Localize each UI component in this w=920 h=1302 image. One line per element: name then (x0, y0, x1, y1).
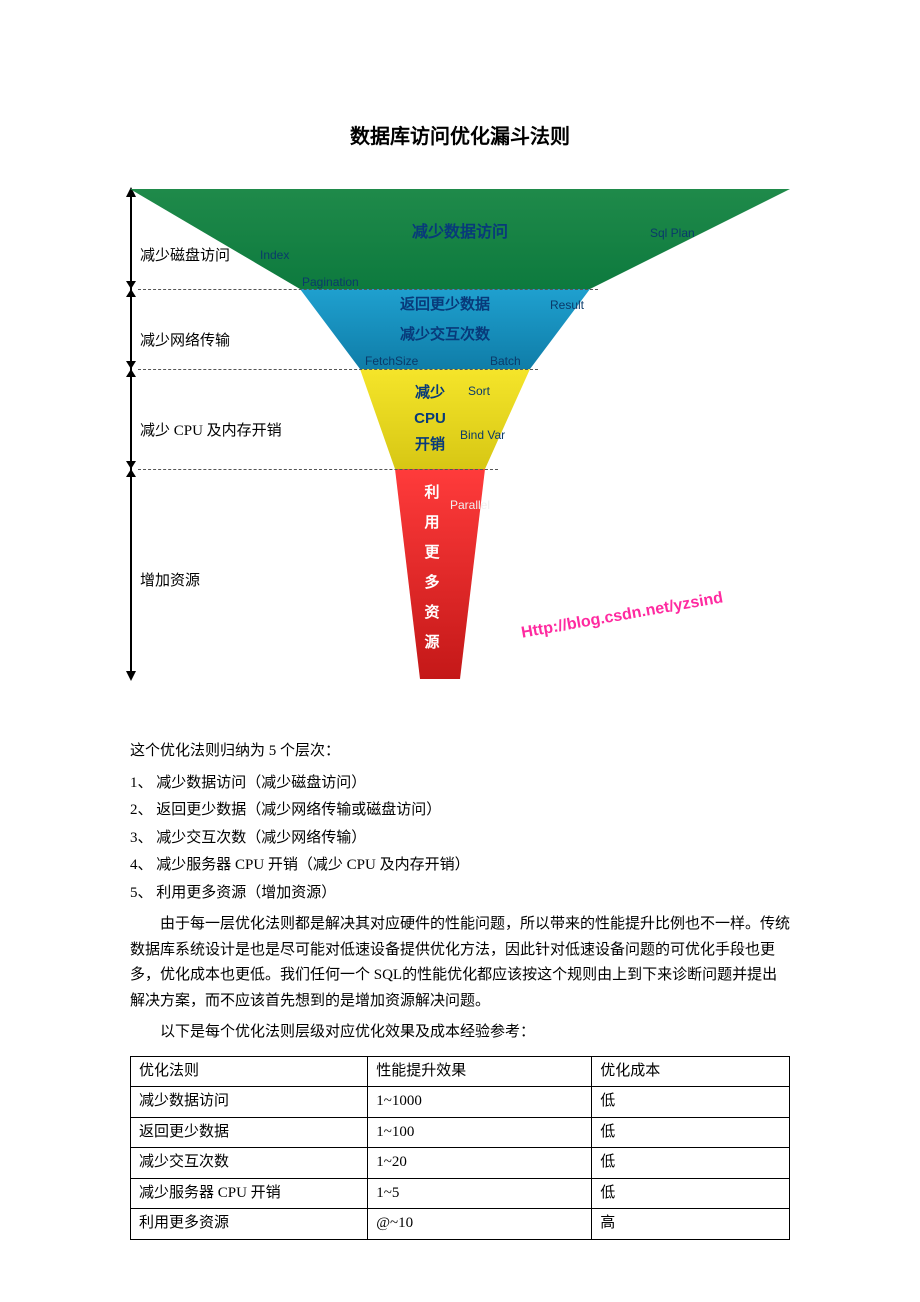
svg-text:CPU: CPU (414, 410, 446, 427)
svg-text:更: 更 (424, 544, 440, 561)
table-row: 减少服务器 CPU 开销1~5低 (131, 1178, 790, 1209)
table-cell: 低 (592, 1117, 790, 1148)
table-cell: 返回更少数据 (131, 1117, 368, 1148)
table-cell: 低 (592, 1148, 790, 1179)
svg-text:资: 资 (424, 603, 439, 621)
table-cell: 减少交互次数 (131, 1148, 368, 1179)
svg-text:返回更少数据: 返回更少数据 (400, 295, 490, 313)
svg-text:源: 源 (424, 633, 439, 651)
table-header-cell: 优化法则 (131, 1056, 368, 1087)
rule-list: 1、 减少数据访问（减少磁盘访问）2、 返回更少数据（减少网络传输或磁盘访问）3… (130, 771, 790, 907)
list-item: 1、 减少数据访问（减少磁盘访问） (130, 771, 790, 797)
svg-text:Batch: Batch (490, 354, 521, 368)
svg-text:Sql Plan: Sql Plan (650, 226, 695, 240)
svg-text:开销: 开销 (415, 435, 445, 453)
list-item: 5、 利用更多资源（增加资源） (130, 881, 790, 907)
list-item: 3、 减少交互次数（减少网络传输） (130, 826, 790, 852)
side-label: 减少 CPU 及内存开销 (140, 419, 282, 440)
table-cell: 1~1000 (368, 1087, 592, 1118)
table-cell: 1~20 (368, 1148, 592, 1179)
table-cell: 1~5 (368, 1178, 592, 1209)
side-label: 增加资源 (140, 569, 200, 590)
table-cell: 利用更多资源 (131, 1209, 368, 1240)
table-cell: 1~100 (368, 1117, 592, 1148)
table-cell: 高 (592, 1209, 790, 1240)
table-cell: 低 (592, 1178, 790, 1209)
table-header-row: 优化法则性能提升效果优化成本 (131, 1056, 790, 1087)
svg-text:Index: Index (260, 248, 289, 262)
svg-text:减少交互次数: 减少交互次数 (400, 325, 491, 343)
table-body: 减少数据访问1~1000低返回更少数据1~100低减少交互次数1~20低减少服务… (131, 1087, 790, 1240)
svg-text:用: 用 (424, 514, 439, 531)
table-row: 减少交互次数1~20低 (131, 1148, 790, 1179)
list-item: 2、 返回更少数据（减少网络传输或磁盘访问） (130, 798, 790, 824)
table-row: 利用更多资源@~10高 (131, 1209, 790, 1240)
svg-text:Bind Var: Bind Var (460, 428, 505, 442)
svg-text:Sort: Sort (468, 384, 491, 398)
svg-text:多: 多 (424, 573, 439, 591)
paragraph-1: 由于每一层优化法则都是解决其对应硬件的性能问题，所以带来的性能提升比例也不一样。… (130, 912, 790, 1014)
body-text: 这个优化法则归纳为 5 个层次： 1、 减少数据访问（减少磁盘访问）2、 返回更… (130, 739, 790, 1240)
svg-text:Result: Result (550, 298, 585, 312)
table-header-cell: 性能提升效果 (368, 1056, 592, 1087)
svg-text:利: 利 (424, 483, 439, 501)
table-row: 减少数据访问1~1000低 (131, 1087, 790, 1118)
intro-line: 这个优化法则归纳为 5 个层次： (130, 739, 790, 765)
page-title: 数据库访问优化漏斗法则 (130, 120, 790, 149)
svg-text:Pagination: Pagination (302, 275, 359, 289)
funnel-diagram: 减少数据访问 Index Sql Plan Pagination 返回更少数据 Resul… (130, 189, 790, 689)
table-cell: @~10 (368, 1209, 592, 1240)
svg-text:减少: 减少 (415, 383, 445, 401)
paragraph-2: 以下是每个优化法则层级对应优化效果及成本经验参考： (130, 1020, 790, 1046)
side-label: 减少磁盘访问 (140, 244, 230, 265)
side-label: 减少网络传输 (140, 329, 230, 350)
table-cell: 减少数据访问 (131, 1087, 368, 1118)
svg-text:Parallel: Parallel (450, 498, 490, 512)
list-item: 4、 减少服务器 CPU 开销（减少 CPU 及内存开销） (130, 853, 790, 879)
table-cell: 低 (592, 1087, 790, 1118)
table-header-cell: 优化成本 (592, 1056, 790, 1087)
table-row: 返回更少数据1~100低 (131, 1117, 790, 1148)
svg-text:FetchSize: FetchSize (365, 354, 419, 368)
svg-text:减少数据访问: 减少数据访问 (412, 222, 508, 241)
reference-table: 优化法则性能提升效果优化成本 减少数据访问1~1000低返回更少数据1~100低… (130, 1056, 790, 1240)
table-cell: 减少服务器 CPU 开销 (131, 1178, 368, 1209)
